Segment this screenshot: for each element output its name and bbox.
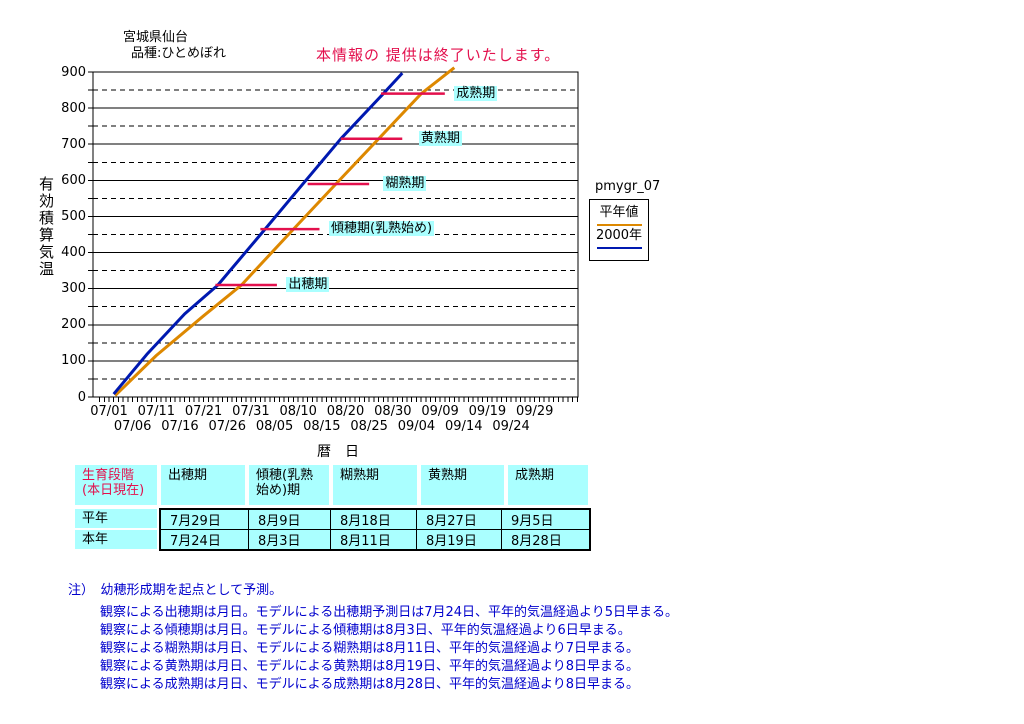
note-line: 観察による成熟期は月日、モデルによる成熟期は8月28日、平年的気温経過より8日早… <box>100 677 640 692</box>
note-line: 観察による黄熟期は月日、モデルによる黄熟期は8月19日、平年的気温経過より8日早… <box>100 659 640 674</box>
x-tick-label: 09/24 <box>492 419 530 434</box>
stage-label: 黄熟期 <box>418 130 462 146</box>
legend-item-marker <box>596 247 642 249</box>
table-row: 7月24日 8月3日 8月11日 8月19日 8月28日 <box>159 529 591 551</box>
x-tick-label: 07/21 <box>184 404 223 419</box>
table-date-cell: 8月28日 <box>501 529 591 551</box>
growth-stage-table: 生育段階 (本日現在) 出穂期 傾穂(乳熟 始め)期 糊熟期 黄熟期 成熟期平年本年 7月2… <box>75 465 594 551</box>
x-tick-label: 07/06 <box>113 419 152 434</box>
x-tick-label: 08/25 <box>350 419 388 434</box>
y-tick-label: 400 <box>61 245 86 261</box>
y-tick-label: 300 <box>61 281 86 297</box>
y-tick-label: 600 <box>61 172 86 188</box>
table-header-cell: 出穂期 <box>161 465 245 505</box>
table-row: 7月29日 8月9日 8月18日 8月27日 9月5日 <box>159 508 591 530</box>
legend-title: pmygr_07 <box>595 179 661 194</box>
note-intro: 注） 幼穂形成期を起点として予測。 <box>68 583 283 598</box>
table-header-cell: 生育段階 (本日現在) <box>75 465 157 505</box>
table-date-cell: 8月11日 <box>330 529 417 551</box>
table-date-grid: 7月29日 8月9日 8月18日 8月27日 9月5日 7月24日 8月3日 8月11日 8月1… <box>159 508 591 551</box>
x-tick-label: 08/30 <box>374 404 412 419</box>
table-header-cell: 糊熟期 <box>333 465 417 505</box>
y-tick-label: 500 <box>61 208 86 224</box>
legend: 平年値 2000年 <box>589 199 649 261</box>
service-end-notice: 本情報の 提供は終了いたします。 <box>316 46 561 64</box>
x-tick-label: 07/01 <box>90 404 128 419</box>
x-tick-label: 09/29 <box>515 404 554 419</box>
y-tick-label: 800 <box>61 100 86 116</box>
table-date-cell: 9月5日 <box>501 508 591 530</box>
table-header-cell: 成熟期 <box>508 465 588 505</box>
x-tick-label: 09/04 <box>397 419 436 434</box>
x-tick-label: 08/05 <box>255 419 294 434</box>
prediction-notes: 注） 幼穂形成期を起点として予測。観察による出穂期は月日。モデルによる出穂期予測… <box>68 582 968 694</box>
legend-item-label: 2000年 <box>595 228 643 243</box>
y-tick-label: 100 <box>61 353 86 369</box>
x-tick-label: 09/19 <box>468 404 507 419</box>
legend-item-marker <box>596 224 642 226</box>
note-line: 観察による出穂期は月日。モデルによる出穂期予測日は7月24日、平年的気温経過より… <box>100 605 679 620</box>
table-date-cell: 8月3日 <box>248 529 331 551</box>
y-axis-title: 有効積算気温 <box>37 176 55 278</box>
x-tick-label: 08/15 <box>303 419 341 434</box>
y-tick-label: 700 <box>61 136 86 152</box>
x-axis-title: 暦 日 <box>317 444 359 460</box>
stage-label: 傾穂期(乳熟始め) <box>328 221 435 237</box>
table-row-label: 平年 <box>75 509 157 528</box>
table-date-cell: 8月19日 <box>416 529 502 551</box>
table-date-cell: 8月9日 <box>248 508 331 530</box>
table-date-cell: 8月18日 <box>330 508 417 530</box>
stage-label: 糊熟期 <box>383 175 427 191</box>
table-header-cell: 黄熟期 <box>421 465 504 505</box>
stage-label: 出穂期 <box>286 277 330 293</box>
table-date-cell: 7月24日 <box>159 529 249 551</box>
x-tick-label: 08/10 <box>279 404 317 419</box>
note-line: 観察による糊熟期は月日、モデルによる糊熟期は8月11日、平年的気温経過より7日早… <box>100 641 640 656</box>
table-header-row: 生育段階 (本日現在) 出穂期 傾穂(乳熟 始め)期 糊熟期 黄熟期 成熟期 <box>75 465 594 505</box>
stage-label: 成熟期 <box>454 85 498 101</box>
x-tick-label: 07/16 <box>161 419 199 434</box>
y-tick-label: 200 <box>61 317 86 333</box>
variety-title: 品種:ひとめぼれ <box>131 46 226 61</box>
table-row-label: 本年 <box>75 530 157 549</box>
table-header-cell: 傾穂(乳熟 始め)期 <box>249 465 329 505</box>
x-tick-label: 09/09 <box>421 404 459 419</box>
table-date-cell: 7月29日 <box>159 508 249 530</box>
y-tick-label: 0 <box>77 389 86 405</box>
x-tick-label: 09/14 <box>445 419 483 434</box>
x-tick-label: 07/26 <box>208 419 246 434</box>
note-line: 観察による傾穂期は月日。モデルによる傾穂期は8月3日、平年的気温経過より6日早ま… <box>100 623 631 638</box>
location-title: 宮城県仙台 <box>123 30 189 45</box>
x-tick-label: 07/11 <box>137 404 176 419</box>
table-date-cell: 8月27日 <box>416 508 502 530</box>
y-tick-label: 900 <box>61 64 86 80</box>
x-tick-label: 07/31 <box>232 404 270 419</box>
x-tick-label: 08/20 <box>326 404 365 419</box>
legend-item-label: 平年値 <box>599 205 639 220</box>
